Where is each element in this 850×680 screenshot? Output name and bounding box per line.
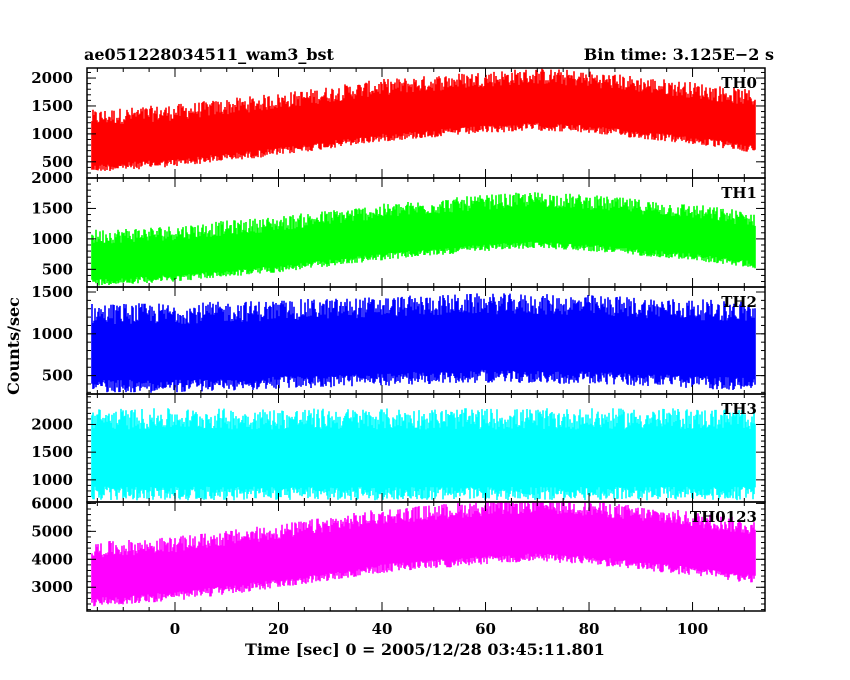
panel-th2: 500 1000 1500 TH2 (31, 283, 766, 395)
y-tick-label: 500 (42, 153, 73, 171)
x-tick-label: 0 (170, 620, 180, 638)
panel-th3: 1000 1500 2000 TH3 (31, 393, 766, 503)
panel-label: TH0123 (690, 508, 757, 526)
y-tick-label: 5000 (31, 522, 73, 540)
panel-label: TH1 (721, 184, 757, 202)
y-tick-label: 2000 (31, 415, 73, 433)
panel-th0123: 3000 4000 5000 6000 TH0123 (31, 494, 766, 612)
y-tick-label: 1500 (31, 199, 73, 217)
x-tick-label: 40 (372, 620, 393, 638)
y-tick-label: 1000 (31, 125, 73, 143)
x-axis: 0 20 40 60 80 100 (170, 620, 708, 638)
series-th0 (91, 68, 756, 171)
chart-title-right: Bin time: 3.125E−2 s (584, 45, 774, 64)
y-tick-label: 4000 (31, 550, 73, 568)
y-tick-label: 1000 (31, 325, 73, 343)
x-tick-label: 20 (268, 620, 289, 638)
y-tick-label: 1500 (31, 97, 73, 115)
y-tick-label: 1500 (31, 283, 73, 301)
series-th0123 (91, 502, 756, 607)
y-tick-label: 1500 (31, 443, 73, 461)
y-tick-label: 1000 (31, 471, 73, 489)
panel-th0: 500 1000 1500 2000 TH0 (31, 67, 766, 179)
y-tick-label: 2000 (31, 169, 73, 187)
y-tick-label: 500 (42, 367, 73, 385)
series-th3 (91, 408, 756, 501)
series-th2 (91, 293, 756, 393)
x-tick-label: 80 (579, 620, 600, 638)
panel-label: TH3 (721, 400, 757, 418)
chart-title-left: ae051228034511_wam3_bst (84, 45, 335, 64)
y-tick-label: 2000 (31, 69, 73, 87)
y-tick-label: 3000 (31, 578, 73, 596)
x-axis-label: Time [sec] 0 = 2005/12/28 03:45:11.801 (245, 640, 605, 659)
y-tick-label: 500 (42, 260, 73, 278)
y-tick-label: 1000 (31, 230, 73, 248)
panel-th1: 500 1000 1500 2000 TH1 (31, 169, 766, 288)
y-axis-label: Counts/sec (4, 297, 23, 395)
x-tick-label: 100 (677, 620, 708, 638)
panels-group: 500 1000 1500 2000 TH0 500 1000 1500 2000 TH1 500 1… (31, 67, 766, 612)
panel-frame (86, 501, 766, 612)
series-th1 (91, 192, 756, 286)
y-tick-label: 6000 (31, 494, 73, 512)
panel-label: TH0 (721, 74, 757, 92)
panel-label: TH2 (721, 293, 757, 311)
x-tick-label: 60 (475, 620, 496, 638)
